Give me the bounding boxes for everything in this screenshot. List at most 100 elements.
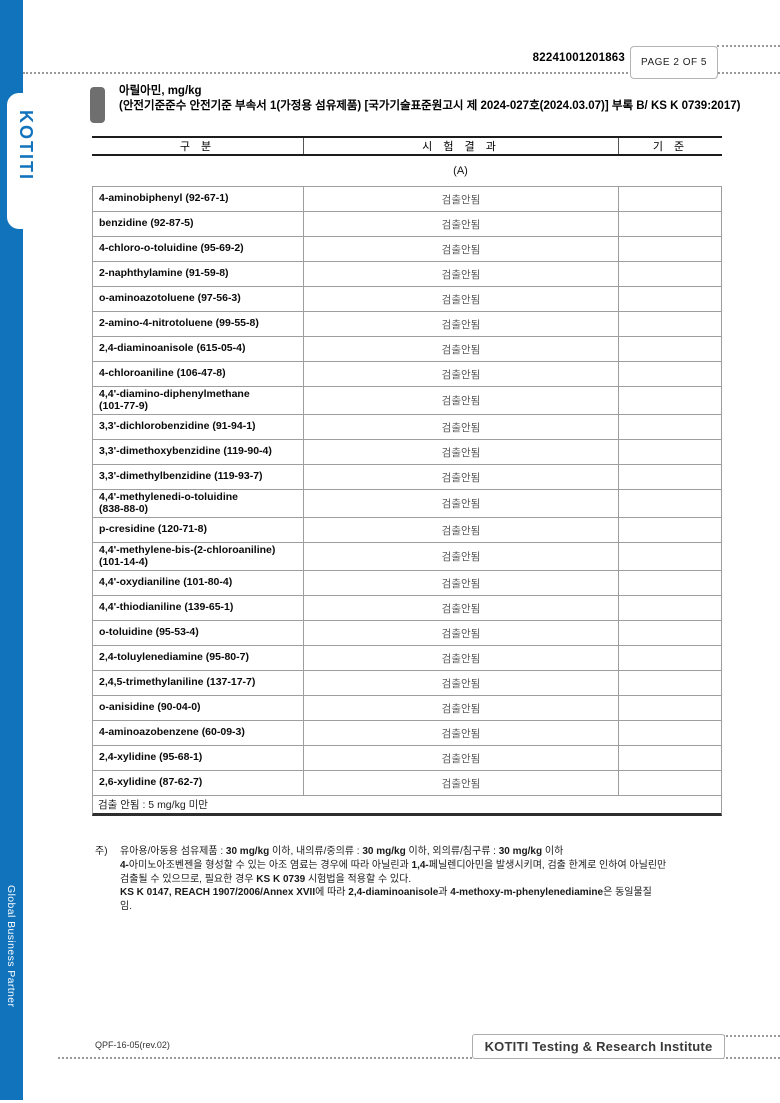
sidebar-bar [0,0,23,1100]
kotiti-logo-tab [7,93,50,229]
standard-value [618,490,721,517]
test-result: 검출안됨 [303,543,618,570]
test-result: 검출안됨 [303,440,618,464]
kotiti-logo: KOTITI [16,110,36,181]
test-result: 검출안됨 [303,621,618,645]
column-header-standard: 기 준 [618,138,722,154]
substance-name: 2-amino-4-nitrotoluene (99-55-8) [99,317,259,330]
top-right-dotted-line [717,45,780,47]
sample-id-label: (A) [453,165,468,177]
substance-name: 4-aminoazobenzene (60-09-3) [99,726,245,739]
test-result: 검출안됨 [303,490,618,517]
table-body: 4-aminobiphenyl (92-67-1) 검출안됨 benzidine… [92,186,722,816]
substance-name: 2,4-xylidine (95-68-1) [99,751,203,764]
substance-name: o-aminoazotoluene (97-56-3) [99,292,241,305]
substance-name: o-anisidine (90-04-0) [99,701,201,714]
standard-value [618,362,721,386]
substance-name: 2-naphthylamine (91-59-8) [99,267,229,280]
table-row: 2,4-xylidine (95-68-1) 검출안됨 [93,745,721,770]
table-row: 4,4'-thiodianiline (139-65-1) 검출안됨 [93,595,721,620]
test-result: 검출안됨 [303,596,618,620]
test-result: 검출안됨 [303,771,618,795]
table-row: 4,4'-methylenedi-o-toluidine (838-88-0) … [93,489,721,517]
substance-name: 3,3'-dimethylbenzidine (119-93-7) [99,470,263,483]
substance-name: 4-chloro-o-toluidine (95-69-2) [99,242,244,255]
test-result: 검출안됨 [303,212,618,236]
document-number: 82241001201863 [532,52,625,64]
test-result: 검출안됨 [303,287,618,311]
standard-value [618,465,721,489]
standard-value [618,440,721,464]
standard-value [618,518,721,542]
standard-value [618,262,721,286]
standard-value [618,621,721,645]
substance-name: 4-aminobiphenyl (92-67-1) [99,192,229,205]
substance-name: 3,3'-dimethoxybenzidine (119-90-4) [99,445,272,458]
detection-limit-note: 검출 안됨 : 5 mg/kg 미만 [93,795,721,813]
table-row: p-cresidine (120-71-8) 검출안됨 [93,517,721,542]
test-result: 검출안됨 [303,671,618,695]
standard-value [618,287,721,311]
standard-value [618,671,721,695]
sample-id-row: (A) [92,156,722,186]
table-row: 4,4'-oxydianiline (101-80-4) 검출안됨 [93,570,721,595]
table-row: 3,3'-dimethylbenzidine (119-93-7) 검출안됨 [93,464,721,489]
standard-value [618,415,721,439]
table-row: 4,4'-diamino-diphenylmethane (101-77-9) … [93,386,721,414]
substance-name: 3,3'-dichlorobenzidine (91-94-1) [99,420,256,433]
table-row: 2-amino-4-nitrotoluene (99-55-8) 검출안됨 [93,311,721,336]
test-result: 검출안됨 [303,337,618,361]
substance-name: 2,6-xylidine (87-62-7) [99,776,203,789]
section-marker [90,87,105,123]
standard-value [618,187,721,211]
substance-name: o-toluidine (95-53-4) [99,626,199,639]
test-result: 검출안됨 [303,646,618,670]
standard-value [618,337,721,361]
section-title-line2: (안전기준준수 안전기준 부속서 1(가정용 섬유제품) [국가기술표준원고시 … [119,99,741,112]
standard-value [618,596,721,620]
substance-name: 4,4'-diamino-diphenylmethane (101-77-9) [99,388,250,412]
note-line: KS K 0147, REACH 1907/2006/Annex XVII에 따… [120,887,652,899]
substance-name: 2,4-toluylenediamine (95-80-7) [99,651,249,664]
standard-value [618,237,721,261]
section-title: 아릴아민, mg/kg (안전기준준수 안전기준 부속서 1(가정용 섬유제품)… [119,84,749,113]
standard-value [618,571,721,595]
test-result: 검출안됨 [303,187,618,211]
test-result: 검출안됨 [303,387,618,414]
test-result: 검출안됨 [303,518,618,542]
test-result: 검출안됨 [303,312,618,336]
substance-name: 4,4'-thiodianiline (139-65-1) [99,601,234,614]
sidebar-tagline: Global Business Partner [5,885,17,1008]
standard-value [618,646,721,670]
table-row: 4-aminoazobenzene (60-09-3) 검출안됨 [93,720,721,745]
substance-name: 4-chloroaniline (106-47-8) [99,367,226,380]
table-row: o-aminoazotoluene (97-56-3) 검출안됨 [93,286,721,311]
table-row: o-anisidine (90-04-0) 검출안됨 [93,695,721,720]
notes-section: 주) 유아용/아동용 섬유제품 : 30 mg/kg 이하, 내의류/중의류 :… [95,845,747,914]
substance-name: 2,4,5-trimethylaniline (137-17-7) [99,676,256,689]
table-row: 4-chloro-o-toluidine (95-69-2) 검출안됨 [93,236,721,261]
test-result: 검출안됨 [303,696,618,720]
institute-name-box: KOTITI Testing & Research Institute [472,1034,725,1059]
standard-value [618,721,721,745]
substance-name: 4,4'-methylene-bis-(2-chloroaniline) (10… [99,544,276,568]
table-row: 2,4-toluylenediamine (95-80-7) 검출안됨 [93,645,721,670]
table-row: o-toluidine (95-53-4) 검출안됨 [93,620,721,645]
substance-name: 2,4-diaminoanisole (615-05-4) [99,342,246,355]
column-header-category: 구 분 [179,141,216,153]
test-result: 검출안됨 [303,721,618,745]
standard-value [618,387,721,414]
test-result: 검출안됨 [303,571,618,595]
substance-name: 4,4'-methylenedi-o-toluidine (838-88-0) [99,491,239,515]
footer-dotted-line [58,1057,780,1059]
test-result: 검출안됨 [303,262,618,286]
standard-value [618,312,721,336]
table-row: 2-naphthylamine (91-59-8) 검출안됨 [93,261,721,286]
table-row: 4,4'-methylene-bis-(2-chloroaniline) (10… [93,542,721,570]
standard-value [618,771,721,795]
note-line: 4-아미노아조벤젠을 형성할 수 있는 아조 염료는 경우에 따라 아닐린과 1… [120,859,667,871]
footer-right-dotted-line [723,1035,780,1037]
test-result: 검출안됨 [303,746,618,770]
table-row: 2,4-diaminoanisole (615-05-4) 검출안됨 [93,336,721,361]
table-row: 2,6-xylidine (87-62-7) 검출안됨 [93,770,721,795]
